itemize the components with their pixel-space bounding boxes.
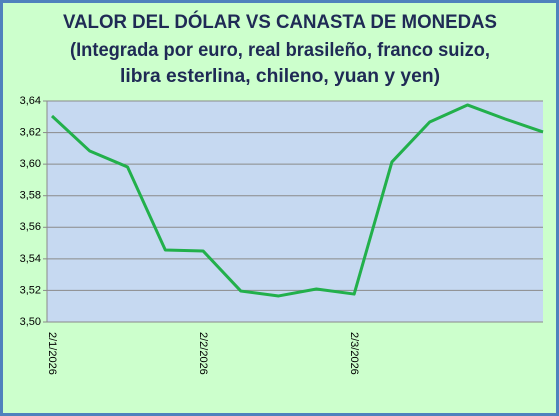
data-line	[50, 103, 544, 298]
y-tick-label: 3,54	[20, 253, 41, 265]
y-tick-label: 3,64	[20, 95, 41, 107]
chart-title: VALOR DEL DÓLAR VS CANASTA DE MONEDAS	[63, 11, 497, 33]
y-tick-label: 3,52	[20, 284, 41, 296]
y-tick-label: 3,56	[20, 221, 41, 233]
y-tick-label: 3,50	[20, 316, 41, 328]
x-tick-label: 2/1/2026	[46, 332, 58, 375]
chart-subtitle: libra esterlina, chileno, yuan y yen)	[120, 66, 440, 87]
y-tick-label: 3,60	[20, 158, 41, 170]
chart-subtitle: (Integrada por euro, real brasileño, fra…	[70, 40, 490, 61]
y-tick-label: 3,62	[20, 126, 41, 138]
y-tick-label: 3,58	[20, 190, 41, 202]
x-tick-label: 2/2/2026	[197, 332, 209, 375]
plot-area	[47, 101, 543, 322]
x-tick-label: 2/3/2026	[348, 332, 360, 375]
